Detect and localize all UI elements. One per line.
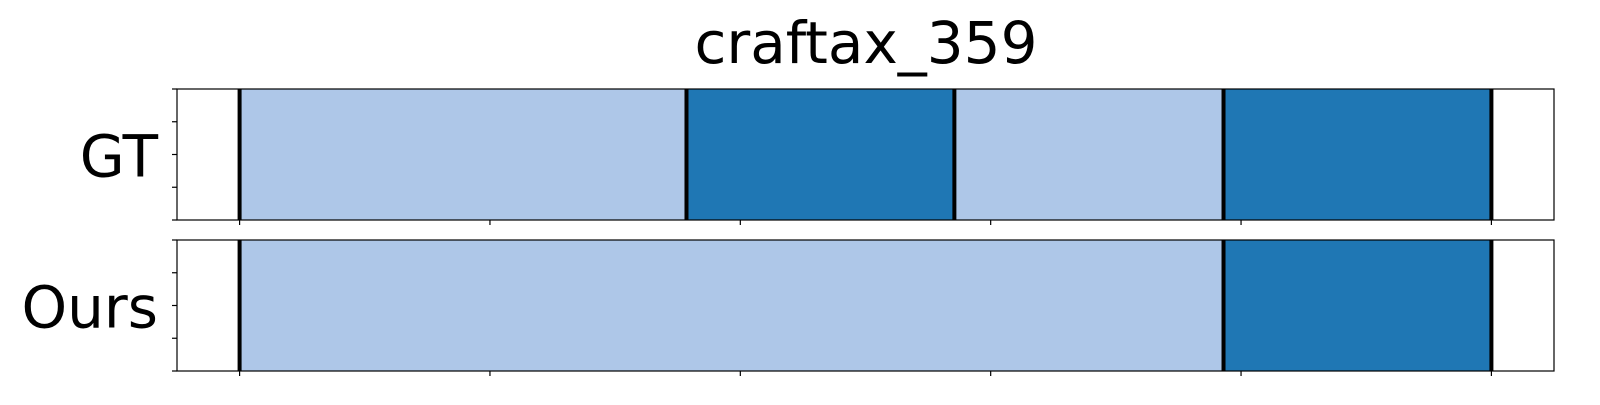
segment-ours-1 xyxy=(239,240,1224,371)
segment-gt-4 xyxy=(1223,89,1492,220)
segment-gt-2 xyxy=(686,89,955,220)
chart-title: craftax_359 xyxy=(695,9,1038,77)
row-label-ours: Ours xyxy=(22,274,158,342)
segment-gt-3 xyxy=(954,89,1224,220)
segment-ours-2 xyxy=(1223,240,1492,371)
panel-gt: GT xyxy=(80,88,1555,225)
row-label-gt: GT xyxy=(80,123,159,191)
segment-gt-1 xyxy=(239,89,687,220)
panels: GT Ours xyxy=(22,88,1555,376)
panel-ours: Ours xyxy=(22,239,1555,376)
